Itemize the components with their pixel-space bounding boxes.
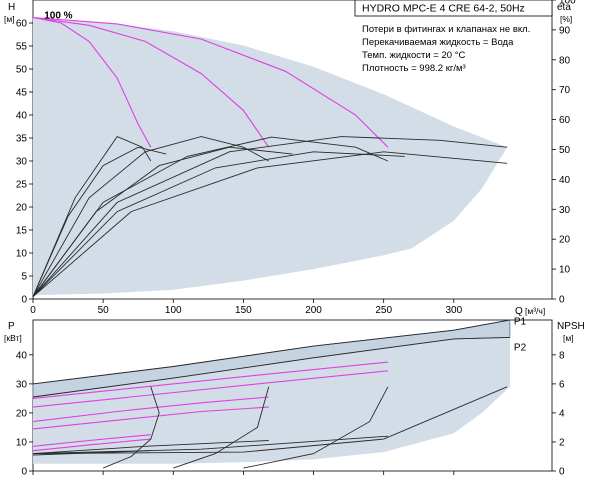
x-tick-label: 150 xyxy=(235,305,252,316)
series-line xyxy=(32,370,388,408)
y-tick-label: 10 xyxy=(16,249,28,260)
series-line xyxy=(32,440,269,455)
y2-tick-label: 6 xyxy=(559,379,565,390)
series-line xyxy=(32,396,269,423)
y2-tick-label: 0 xyxy=(559,295,565,306)
y2-tick-label: 40 xyxy=(559,175,571,186)
series-line xyxy=(173,386,270,469)
series-line xyxy=(32,151,508,298)
y-tick-label: 30 xyxy=(16,379,28,390)
y2-tick-label: 70 xyxy=(559,85,571,96)
eta-axis-label: eta xyxy=(557,2,571,13)
x-tick-label: 250 xyxy=(375,305,392,316)
series-line xyxy=(32,151,405,298)
series-line xyxy=(32,406,269,430)
y-tick-label: 20 xyxy=(16,203,28,214)
series-line xyxy=(32,319,510,385)
series-line xyxy=(32,361,388,399)
note-line: Темп. жидкости = 20 °C xyxy=(362,50,465,61)
y-tick-label: 0 xyxy=(21,295,27,306)
y2-tick-label: 20 xyxy=(559,235,571,246)
y2-tick-label: 50 xyxy=(559,145,571,156)
y2-tick-label: 2 xyxy=(559,437,565,448)
y2-tick-label: 30 xyxy=(559,205,571,216)
y2-tick-label: 0 xyxy=(559,467,565,478)
flow-axis-unit: [м³/ч] xyxy=(525,306,545,316)
y2-tick-label: 60 xyxy=(559,115,571,126)
y-tick-label: 35 xyxy=(16,134,28,145)
y-tick-label: 20 xyxy=(16,408,28,419)
y-tick-label: 55 xyxy=(16,42,28,53)
y-tick-label: 60 xyxy=(16,19,28,30)
head-plot: 0 50 100 150 200 250 3000510152025303540455055… xyxy=(16,0,576,316)
note-line: Перекачиваемая жидкость = Вода xyxy=(362,37,514,48)
series-line xyxy=(32,16,152,148)
y-tick-label: 15 xyxy=(16,226,28,237)
operating-area xyxy=(33,320,510,464)
series-line xyxy=(32,136,389,297)
y2-tick-label: 8 xyxy=(559,350,565,361)
y2-tick-label: 4 xyxy=(559,408,565,419)
series-line xyxy=(32,434,151,447)
y-tick-label: 0 xyxy=(21,467,27,478)
eta-axis-unit: [%] xyxy=(560,14,572,24)
series-line xyxy=(32,435,388,455)
power-axis-label: P xyxy=(8,321,15,332)
y2-tick-label: 100 xyxy=(559,0,576,7)
series-line xyxy=(32,438,151,452)
series-line xyxy=(32,146,167,297)
annotation: 100 % xyxy=(44,10,72,21)
y-tick-label: 40 xyxy=(16,350,28,361)
x-tick-label: 200 xyxy=(305,305,322,316)
y-tick-label: 30 xyxy=(16,157,28,168)
y2-tick-label: 80 xyxy=(559,55,571,66)
y2-tick-label: 10 xyxy=(559,265,571,276)
head-axis-label: H xyxy=(8,2,15,13)
power-npsh-plot: 0 10 20 30 40 0 2 4 6 8 P1 P2 xyxy=(16,316,565,477)
y-tick-label: 40 xyxy=(16,111,28,122)
series-line xyxy=(243,386,389,469)
y-tick-label: 25 xyxy=(16,180,28,191)
series-line xyxy=(32,386,508,455)
x-tick-label: 100 xyxy=(165,305,182,316)
note-line: Плотность = 998.2 кг/м³ xyxy=(362,63,466,74)
flow-axis-label: Q xyxy=(515,306,523,317)
y2-tick-label: 90 xyxy=(559,25,571,36)
y-tick-label: 5 xyxy=(21,272,27,283)
y-tick-label: 10 xyxy=(16,437,28,448)
series-line xyxy=(32,136,508,297)
power-axis-unit: [кВт] xyxy=(4,333,22,343)
header-box xyxy=(354,0,553,17)
series-line xyxy=(32,16,270,148)
head-axis-unit: [м] xyxy=(4,14,15,24)
series-line xyxy=(102,386,160,469)
series-line xyxy=(32,336,510,398)
series-label: P2 xyxy=(514,343,527,354)
x-tick-label: 0 xyxy=(30,305,36,316)
y-tick-label: 50 xyxy=(16,65,28,76)
x-tick-label: 300 xyxy=(445,305,462,316)
series-line xyxy=(32,16,389,148)
npsh-axis-unit: [м] xyxy=(563,333,574,343)
x-tick-label: 50 xyxy=(98,305,110,316)
product-title: HYDRO MPC-E 4 CRE 64-2, 50Hz xyxy=(362,3,525,15)
y-tick-label: 45 xyxy=(16,88,28,99)
note-line: Потери в фитингах и клапанах не вкл. xyxy=(362,24,530,35)
operating-area xyxy=(33,17,508,296)
series-label: P1 xyxy=(514,316,527,327)
npsh-axis-label: NPSH xyxy=(557,321,585,332)
